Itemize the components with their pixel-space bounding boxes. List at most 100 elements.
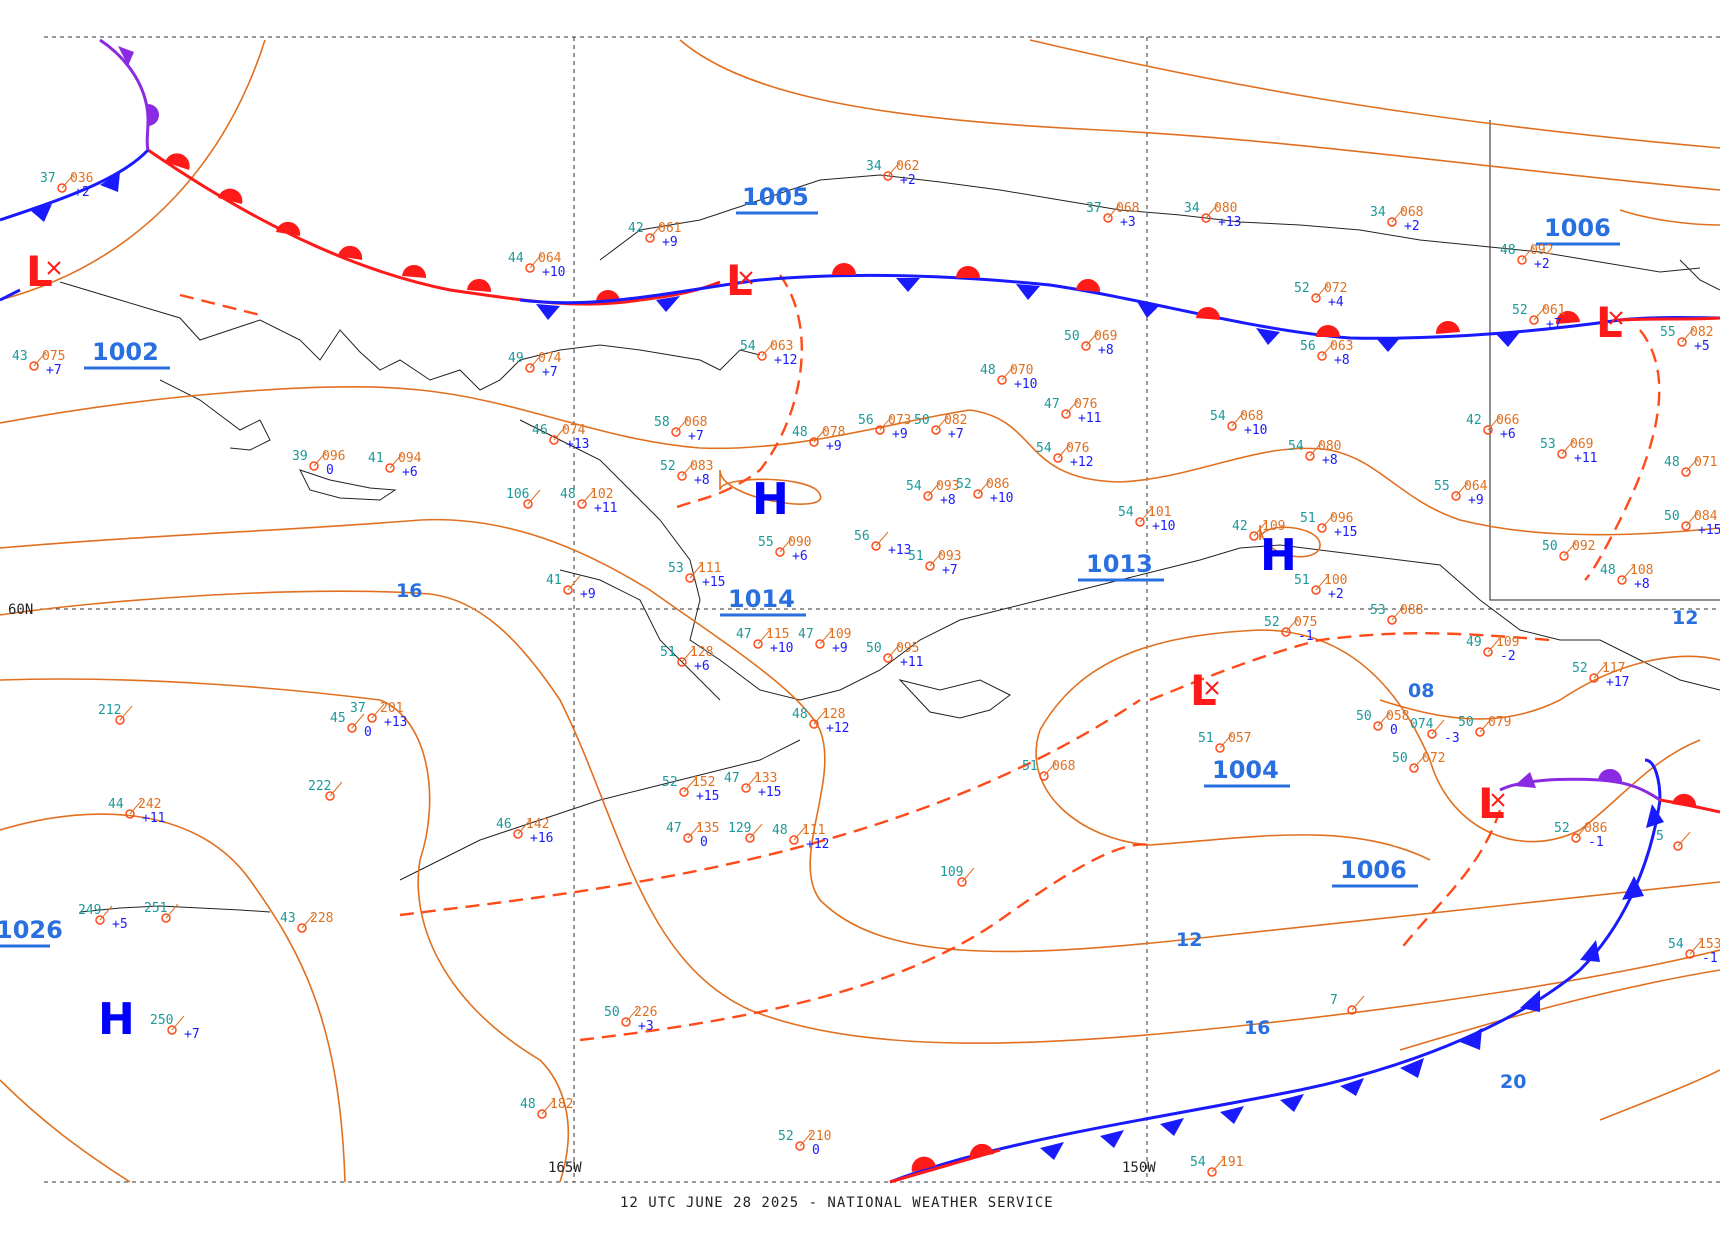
wind-barb-icon	[1309, 441, 1323, 457]
station-circle-icon	[1135, 517, 1145, 527]
isobar-label: 20	[1500, 1071, 1526, 1093]
station-tendency: +15	[702, 575, 725, 590]
station-circle-icon	[621, 1017, 631, 1027]
station-circle-icon	[325, 791, 335, 801]
station-circle-icon	[815, 639, 825, 649]
station-temp: 249	[78, 903, 101, 918]
station-plot: 46 142+16	[496, 817, 553, 846]
station-plot: 48 102+11	[560, 487, 617, 516]
station-circle-icon	[1387, 615, 1397, 625]
wind-barb-icon	[649, 223, 663, 239]
wind-barb-icon	[793, 825, 807, 841]
station-circle-icon	[923, 491, 933, 501]
station-pressure: 080	[1214, 201, 1237, 216]
station-tendency: +8	[940, 493, 956, 508]
station-temp: 50	[604, 1005, 620, 1020]
station-plot: 249 +5	[78, 903, 128, 932]
station-temp: 251	[144, 901, 167, 916]
station-plot: 45 0	[330, 711, 372, 740]
station-tendency: +6	[1500, 427, 1516, 442]
station-pressure: 076	[1066, 441, 1089, 456]
station-tendency: +7	[948, 427, 964, 442]
station-tendency: +7	[46, 363, 62, 378]
station-tendency: +6	[402, 465, 418, 480]
station-plot: 54 068+10	[1210, 409, 1267, 438]
station-temp: 52	[778, 1129, 794, 1144]
station-plot: 48 078+9	[792, 425, 845, 454]
stationary-front-north	[519, 263, 1720, 352]
station-plot: 50 095+11	[866, 641, 923, 670]
station-circle-icon	[1677, 337, 1687, 347]
station-plot: 48 092+2	[1500, 243, 1553, 272]
wind-barb-icon	[1043, 761, 1057, 777]
wind-barb-icon	[875, 531, 889, 547]
station-tendency: -2	[1500, 649, 1516, 664]
wind-barb-icon	[1593, 663, 1607, 679]
station-pressure: 096	[322, 449, 345, 464]
station-tendency: +15	[696, 789, 719, 804]
wind-barb-icon	[1391, 605, 1405, 621]
station-plot: 54 101+10	[1118, 505, 1175, 534]
station-pressure: 092	[1572, 539, 1595, 554]
station-plot: 52 117+17	[1572, 661, 1629, 690]
station-temp: 44	[108, 797, 124, 812]
station-pressure: 101	[1148, 505, 1171, 520]
wind-barb-icon	[683, 777, 697, 793]
station-circle-icon	[1311, 293, 1321, 303]
wind-barb-icon	[389, 453, 403, 469]
wind-barb-icon	[129, 799, 143, 815]
station-pressure: 080	[1318, 439, 1341, 454]
station-temp: 222	[308, 779, 331, 794]
station-temp: 37	[350, 701, 366, 716]
station-temp: 51	[1198, 731, 1214, 746]
wind-barb-icon	[687, 823, 701, 839]
station-plot: 55 064+9	[1434, 479, 1488, 508]
station-circle-icon	[1681, 521, 1691, 531]
station-tendency: +15	[1698, 523, 1720, 538]
station-plot: 58 068+7	[654, 415, 707, 444]
station-pressure: 068	[1116, 201, 1139, 216]
station-tendency: -1	[1702, 951, 1718, 966]
station-temp: 48	[772, 823, 788, 838]
station-pressure: 111	[698, 561, 721, 576]
station-circle-icon	[1409, 763, 1419, 773]
station-pressure: 072	[1422, 751, 1445, 766]
station-circle-icon	[1305, 451, 1315, 461]
station-tendency: +13	[888, 543, 911, 558]
wind-barb-icon	[1057, 443, 1071, 459]
station-temp: 51	[1300, 511, 1316, 526]
station-circle-icon	[1317, 523, 1327, 533]
station-circle-icon	[1387, 217, 1397, 227]
low-x-marks	[47, 261, 1623, 807]
station-plot: 50 226+3	[604, 1005, 657, 1034]
station-pressure: 100	[1324, 573, 1347, 588]
station-tendency: +7	[542, 365, 558, 380]
station-plot: 37 068+3	[1086, 201, 1139, 230]
wind-barb-icon	[681, 461, 695, 477]
station-pressure: 092	[1530, 243, 1553, 258]
station-plot: 53 069+11	[1540, 437, 1597, 466]
wind-barb-icon	[1677, 831, 1691, 847]
station-plot: 074 -3	[1410, 717, 1460, 746]
station-pressure: 082	[944, 413, 967, 428]
station-temp: 45	[330, 711, 346, 726]
station-pressure: 109	[828, 627, 851, 642]
isobar-label: 16	[1244, 1017, 1270, 1039]
station-temp: 55	[1434, 479, 1450, 494]
station-circle-icon	[1347, 1005, 1357, 1015]
station-pressure: 075	[42, 349, 65, 364]
station-pressure: 191	[1220, 1155, 1243, 1170]
station-pressure: 082	[1690, 325, 1713, 340]
station-pressure: 063	[770, 339, 793, 354]
wind-barb-icon	[1377, 711, 1391, 727]
station-pressure: 084	[1694, 509, 1718, 524]
station-plot: 109	[940, 865, 975, 887]
cold-front-northwest	[0, 148, 150, 302]
station-circle-icon	[685, 573, 695, 583]
wind-barb-icon	[887, 161, 901, 177]
wind-barb-icon	[527, 489, 541, 505]
station-temp: 50	[866, 641, 882, 656]
pressure-value: 1026	[0, 916, 63, 944]
station-temp: 42	[1232, 519, 1248, 534]
station-tendency: +13	[566, 437, 589, 452]
